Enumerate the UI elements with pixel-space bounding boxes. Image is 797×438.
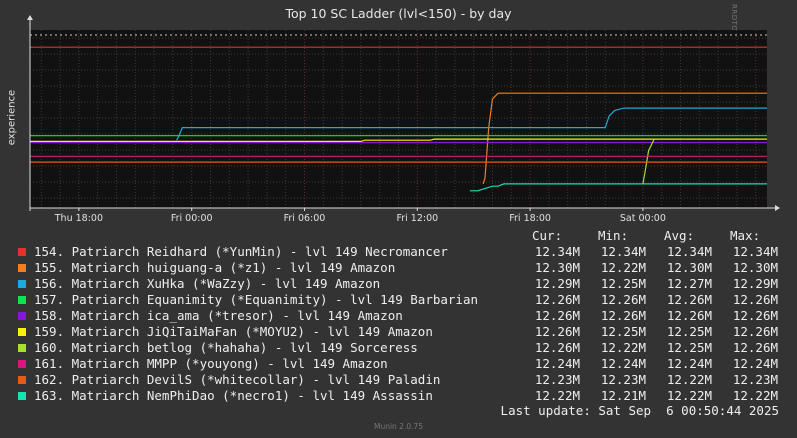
munin-version: Munin 2.0.75 [373, 422, 424, 431]
legend-series-name: 157. Patriarch Equanimity (*Equanimity) … [34, 292, 479, 307]
legend-swatch [18, 280, 26, 288]
legend-swatch [18, 264, 26, 272]
legend-value-avg: 12.27M [666, 276, 712, 291]
legend-swatch [18, 296, 26, 304]
x-tick-label: Thu 18:00 [54, 213, 103, 224]
x-tick-label: Fri 00:00 [171, 213, 213, 224]
legend-header: Cur: Min: Avg: Max: [0, 228, 797, 244]
legend-value-avg: 12.24M [666, 356, 712, 371]
legend-swatch [18, 392, 26, 400]
legend-value-max: 12.23M [732, 372, 778, 387]
legend-value-cur: 12.26M [534, 308, 580, 323]
legend-row: 162. Patriarch DevilS (*whitecollar) - l… [0, 372, 797, 388]
x-axis-arrow [775, 205, 780, 211]
legend-row: 163. Matriarch NemPhiDao (*necro1) - lvl… [0, 388, 797, 404]
legend-value-cur: 12.22M [534, 388, 580, 403]
legend-value-max: 12.22M [732, 388, 778, 403]
legend-value-avg: 12.34M [666, 244, 712, 259]
last-update: Last update: Sat Sep 6 00:50:44 2025 [500, 403, 779, 418]
legend-series-name: 163. Matriarch NemPhiDao (*necro1) - lvl… [34, 388, 433, 403]
legend-swatch [18, 328, 26, 336]
legend-row: 156. Matriarch XuHka (*WaZzy) - lvl 149 … [0, 276, 797, 292]
legend-swatch [18, 360, 26, 368]
legend-value-max: 12.24M [732, 356, 778, 371]
legend-series-name: 158. Matriarch ica_ama (*tresor) - lvl 1… [34, 308, 403, 323]
legend-series-name: 154. Patriarch Reidhard (*YunMin) - lvl … [34, 244, 448, 259]
legend-value-cur: 12.23M [534, 372, 580, 387]
series-line-6 [30, 138, 767, 142]
x-tick-label: Fri 18:00 [509, 213, 551, 224]
legend-value-avg: 12.22M [666, 388, 712, 403]
legend-series-name: 161. Matriarch MMPP (*youyong) - lvl 149… [34, 356, 388, 371]
x-tick-label: Sat 00:00 [620, 213, 666, 224]
legend-value-cur: 12.24M [534, 356, 580, 371]
legend-row: 160. Matriarch betlog (*hahaha) - lvl 14… [0, 340, 797, 356]
legend-swatch [18, 344, 26, 352]
legend-value-avg: 12.26M [666, 308, 712, 323]
legend-value-avg: 12.30M [666, 260, 712, 275]
legend-value-cur: 12.29M [534, 276, 580, 291]
y-axis-arrow [27, 15, 33, 20]
legend-series-name: 156. Matriarch XuHka (*WaZzy) - lvl 149 … [34, 276, 381, 291]
legend-value-min: 12.22M [600, 340, 646, 355]
legend-value-min: 12.25M [600, 276, 646, 291]
legend-value-min: 12.23M [600, 372, 646, 387]
col-cur-label: Cur: [532, 228, 563, 243]
legend-value-min: 12.26M [600, 292, 646, 307]
legend-value-cur: 12.26M [534, 340, 580, 355]
legend-value-max: 12.26M [732, 324, 778, 339]
legend-value-min: 12.22M [600, 260, 646, 275]
legend-value-cur: 12.26M [534, 292, 580, 307]
legend-value-avg: 12.25M [666, 324, 712, 339]
col-avg-label: Avg: [664, 228, 695, 243]
legend-value-min: 12.24M [600, 356, 646, 371]
legend-swatch [18, 376, 26, 384]
legend-series-name: 162. Patriarch DevilS (*whitecollar) - l… [34, 372, 441, 387]
chart-plot: Thu 18:00 Fri 00:00 Fri 06:00 Fri 12:00 Fri … [27, 15, 780, 224]
x-tick-label: Fri 06:00 [284, 213, 326, 224]
col-min-label: Min: [598, 228, 629, 243]
plot-background [30, 30, 767, 208]
legend-swatch [18, 248, 26, 256]
legend-value-cur: 12.34M [534, 244, 580, 259]
legend-value-max: 12.26M [732, 340, 778, 355]
legend-series-name: 155. Matriarch huiguang-a (*z1) - lvl 14… [34, 260, 396, 275]
legend-row: 157. Patriarch Equanimity (*Equanimity) … [0, 292, 797, 308]
legend-value-min: 12.26M [600, 308, 646, 323]
legend-swatch [18, 312, 26, 320]
legend-value-max: 12.26M [732, 308, 778, 323]
series-line-10 [469, 183, 767, 192]
legend-row: 158. Matriarch ica_ama (*tresor) - lvl 1… [0, 308, 797, 324]
legend-value-avg: 12.22M [666, 372, 712, 387]
legend-value-max: 12.29M [732, 276, 778, 291]
legend-value-avg: 12.25M [666, 340, 712, 355]
legend-value-min: 12.21M [600, 388, 646, 403]
legend-row: 155. Matriarch huiguang-a (*z1) - lvl 14… [0, 260, 797, 276]
x-tick-label: Fri 12:00 [396, 213, 438, 224]
legend-series-name: 159. Matriarch JiQiTaiMaFan (*MOYU2) - l… [34, 324, 433, 339]
col-max-label: Max: [730, 228, 761, 243]
legend-value-cur: 12.30M [534, 260, 580, 275]
series-line-2 [482, 92, 767, 185]
legend-value-cur: 12.26M [534, 324, 580, 339]
legend-value-max: 12.30M [732, 260, 778, 275]
legend-row: 161. Matriarch MMPP (*youyong) - lvl 149… [0, 356, 797, 372]
legend-row: 154. Patriarch Reidhard (*YunMin) - lvl … [0, 244, 797, 260]
legend-value-min: 12.34M [600, 244, 646, 259]
legend-value-min: 12.25M [600, 324, 646, 339]
legend-value-max: 12.34M [732, 244, 778, 259]
legend-series-name: 160. Matriarch betlog (*hahaha) - lvl 14… [34, 340, 418, 355]
legend-row: 159. Matriarch JiQiTaiMaFan (*MOYU2) - l… [0, 324, 797, 340]
legend-value-max: 12.26M [732, 292, 778, 307]
legend-value-avg: 12.26M [666, 292, 712, 307]
chart-title: Top 10 SC Ladder (lvl<150) - by day [285, 6, 512, 21]
